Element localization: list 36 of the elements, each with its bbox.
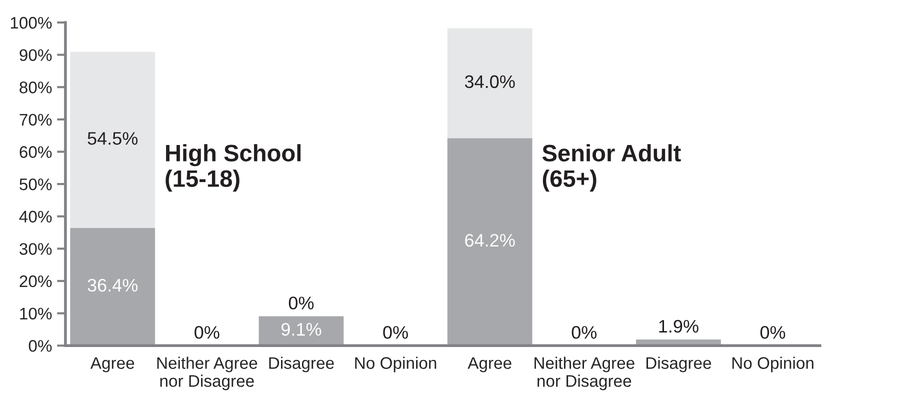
data-label: 0%	[572, 326, 597, 339]
y-tick-label: 60%	[20, 146, 52, 158]
x-tick-label: No Opinion	[732, 356, 814, 372]
y-tick-label: 100%	[10, 16, 52, 29]
x-tick-label: Neither Agree nor Disagree	[534, 356, 634, 390]
data-label: 54.5%	[88, 132, 138, 145]
x-tick-label: Agree	[468, 357, 512, 372]
y-tick-label: 0%	[28, 340, 52, 352]
x-tick-label: No Opinion	[355, 356, 436, 372]
data-label: 64.2%	[465, 234, 515, 247]
bar	[447, 138, 532, 346]
annotation: High School (15-18)	[166, 144, 301, 192]
y-tick-label: 40%	[19, 210, 52, 223]
bar	[70, 228, 156, 346]
bar	[447, 28, 532, 138]
x-tick-label: Agree	[90, 357, 134, 372]
y-tick-label: 20%	[20, 275, 52, 288]
data-label: 36.4%	[88, 278, 138, 292]
annotation: Senior Adult (65+)	[542, 144, 681, 192]
data-label: 9.1%	[281, 322, 322, 336]
data-label: 0%	[194, 326, 220, 339]
y-tick-label: 90%	[20, 49, 52, 62]
x-tick-label: Disagree	[269, 356, 334, 372]
data-label: 1.9%	[659, 320, 698, 333]
data-label: 0%	[760, 326, 786, 339]
y-tick-label: 30%	[20, 243, 52, 255]
data-label: 34.0%	[464, 75, 515, 88]
y-tick-label: 10%	[20, 308, 52, 320]
y-tick-label: 80%	[20, 82, 52, 94]
x-tick-label: Disagree	[646, 356, 712, 372]
data-label: 0%	[288, 296, 314, 310]
x-tick-label: Neither Agree nor Disagree	[157, 356, 258, 390]
y-tick-label: 70%	[20, 114, 52, 126]
y-tick-label: 50%	[20, 178, 52, 190]
data-label: 0%	[383, 326, 408, 339]
bar	[70, 52, 156, 228]
